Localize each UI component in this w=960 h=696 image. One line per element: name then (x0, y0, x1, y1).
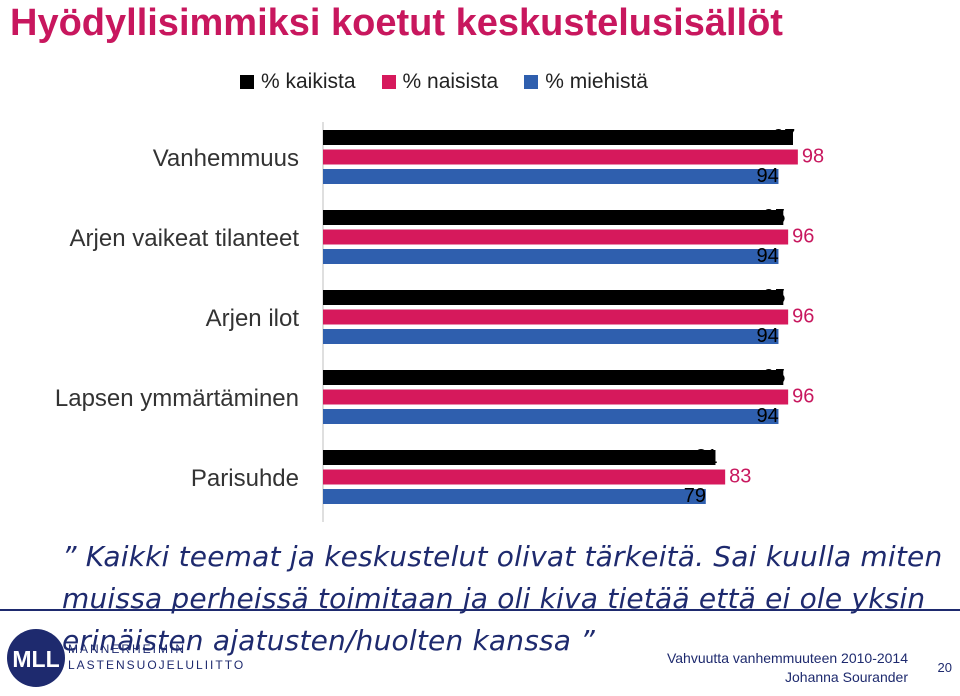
bar-lapsen-ymmärtäminen-series-2 (323, 409, 779, 424)
mll-logo-icon: MLL (7, 629, 65, 687)
bar-arjen-vaikeat-tilanteet-series-0 (323, 210, 784, 225)
bar-parisuhde-series-2 (323, 489, 706, 504)
legend-item-miehista: % miehistä (524, 70, 648, 94)
legend-swatch-naisista (381, 75, 396, 89)
data-label-arjen-vaikeat-tilanteet-series-1: 96 (792, 226, 814, 248)
bar-arjen-ilot-series-1 (323, 309, 789, 325)
legend-swatch-miehista (524, 75, 539, 89)
category-label-arjen-ilot: Arjen ilot (206, 305, 300, 332)
category-label-vanhemmuus: Vanhemmuus (153, 145, 299, 172)
legend-swatch-kaikista (240, 75, 254, 89)
footer-author: Johanna Sourander (785, 669, 908, 685)
footer-divider (0, 609, 960, 611)
data-label-arjen-vaikeat-tilanteet-series-2: 94 (756, 245, 778, 267)
bar-parisuhde-series-1 (323, 469, 726, 485)
testimonial-quote: ” Kaikki teemat ja keskustelut olivat tä… (62, 536, 952, 662)
data-label-lapsen-ymmärtäminen-series-1: 96 (792, 386, 814, 408)
legend-item-kaikista: % kaikista (240, 70, 356, 94)
data-label-parisuhde-series-1: 83 (729, 466, 751, 488)
bar-vanhemmuus-series-0 (323, 130, 793, 145)
category-label-parisuhde: Parisuhde (191, 465, 299, 492)
legend-label-kaikista: % kaikista (261, 70, 356, 93)
data-label-lapsen-ymmärtäminen-series-2: 94 (756, 405, 778, 427)
footer-credits: Vahvuutta vanhemmuuteen 2010-2014 Johann… (667, 649, 908, 687)
quote-line-1: ” Kaikki teemat ja keskustelut olivat tä… (62, 540, 943, 573)
data-label-arjen-ilot-series-1: 96 (792, 306, 814, 328)
legend-label-naisista: % naisista (402, 70, 499, 93)
data-label-parisuhde-series-0: 81 (695, 446, 717, 468)
bar-lapsen-ymmärtäminen-series-0 (323, 370, 784, 385)
logo-abbr: MLL (12, 646, 59, 672)
logo-text: MANNERHEIMIN LASTENSUOJELULIITTO (68, 641, 245, 673)
footer-project: Vahvuutta vanhemmuuteen 2010-2014 (666, 650, 908, 666)
legend-label-miehista: % miehistä (545, 70, 648, 93)
bar-arjen-vaikeat-tilanteet-series-2 (323, 249, 779, 264)
data-label-arjen-ilot-series-0: 95 (763, 286, 785, 308)
quote-line-2: muissa perheissä toimitaan ja oli kiva t… (62, 582, 926, 615)
bar-lapsen-ymmärtäminen-series-1 (323, 389, 789, 405)
data-label-arjen-vaikeat-tilanteet-series-0: 95 (763, 206, 785, 228)
chart-legend: % kaikista % naisista % miehistä (240, 68, 674, 96)
bar-arjen-vaikeat-tilanteet-series-1 (323, 229, 789, 245)
logo-line-1: MANNERHEIMIN (68, 642, 187, 656)
bar-vanhemmuus-series-2 (323, 169, 779, 184)
logo-line-2: LASTENSUOJELULIITTO (68, 658, 246, 672)
category-label-lapsen-ymmärtäminen: Lapsen ymmärtäminen (55, 385, 299, 412)
page-title: Hyödyllisimmiksi koetut keskustelusisäll… (10, 2, 783, 44)
data-label-arjen-ilot-series-2: 94 (756, 325, 778, 347)
data-label-vanhemmuus-series-2: 94 (756, 165, 778, 187)
quote-line-3: erinäisten ajatusten/huolten kanssa ” (62, 624, 595, 657)
bar-arjen-ilot-series-2 (323, 329, 779, 344)
bar-arjen-ilot-series-0 (323, 290, 784, 305)
data-label-vanhemmuus-series-1: 98 (802, 146, 824, 168)
bar-vanhemmuus-series-1 (323, 149, 798, 165)
page-number: 20 (937, 660, 952, 675)
bar-parisuhde-series-0 (323, 450, 716, 465)
data-label-lapsen-ymmärtäminen-series-0: 95 (763, 366, 785, 388)
data-label-vanhemmuus-series-0: 97 (773, 126, 795, 148)
legend-item-naisista: % naisista (381, 70, 499, 94)
data-label-parisuhde-series-2: 79 (684, 485, 706, 507)
bar-chart: Vanhemmuus 97 98 94 Arjen vaikeat tilanteet 9… (55, 122, 824, 522)
category-label-arjen-vaikeat-tilanteet: Arjen vaikeat tilanteet (70, 225, 300, 252)
